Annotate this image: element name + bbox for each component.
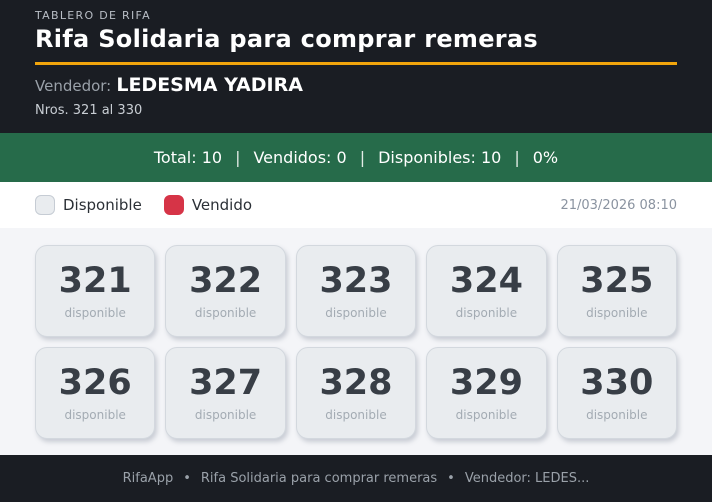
ticket-number: 325 [580,260,654,301]
ticket-card[interactable]: 330 disponible [556,347,677,439]
ticket-status: disponible [194,408,257,423]
ticket-card[interactable]: 321 disponible [35,245,156,337]
ticket-number: 328 [319,362,393,403]
ticket-card[interactable]: 324 disponible [426,245,547,337]
ticket-grid: 321 disponible 322 disponible 323 disponible 3… [35,245,677,439]
legend-sold-label: Vendido [191,196,253,214]
ticket-card[interactable]: 322 disponible [165,245,286,337]
accent-divider [35,62,677,65]
ticket-status: disponible [586,408,648,423]
footer-raffle-name: Rifa Solidaria para comprar remeras [200,471,438,486]
ticket-status: disponible [194,306,257,321]
ticket-card[interactable]: 326 disponible [35,347,156,439]
footer-separator: • [183,471,191,486]
stats-separator: | [359,148,366,167]
ticket-status: disponible [325,306,387,321]
ticket-card[interactable]: 329 disponible [426,347,547,439]
stats-separator: | [235,148,241,167]
footer-vendor: Vendedor: LEDES... [464,471,590,486]
stats-separator: | [514,148,520,167]
ticket-status: disponible [455,408,518,423]
ticket-number: 330 [580,362,654,403]
footer-separator: • [447,471,455,486]
ticket-card[interactable]: 328 disponible [295,347,417,439]
ticket-range: Nros. 321 al 330 [35,103,143,118]
ticket-status: disponible [64,306,126,321]
vendor-line: Vendedor: LEDESMA YADIRA [35,74,677,97]
stat-available: Disponibles: 10 [378,148,502,167]
stats-bar: Total: 10 | Vendidos: 0 | Disponibles: 1… [0,133,712,182]
vendor-label: Vendedor: [35,77,112,95]
legend-available-label: Disponible [63,196,142,214]
ticket-card[interactable]: 323 disponible [295,245,417,337]
timestamp: 21/03/2026 08:10 [560,197,677,213]
stat-percent: 0% [532,148,559,167]
stat-total: Total: 10 [153,148,223,167]
legend-item-sold: Vendido [163,195,253,215]
footer-app-name: RifaApp [122,471,174,486]
ticket-card[interactable]: 327 disponible [165,347,286,439]
ticket-number: 326 [58,362,132,403]
stat-sold: Vendidos: 0 [253,148,347,167]
ticket-number: 329 [449,362,523,403]
vendor-name: LEDESMA YADIRA [116,74,303,96]
ticket-status: disponible [455,306,518,321]
page-header: TABLERO DE RIFA Rifa Solidaria para comp… [0,0,712,133]
page-footer: RifaApp • Rifa Solidaria para comprar re… [0,455,712,502]
ticket-number: 322 [189,260,263,301]
ticket-number: 327 [189,362,263,403]
available-swatch-icon [35,195,55,215]
ticket-card[interactable]: 325 disponible [556,245,677,337]
legend-item-available: Disponible [35,195,142,215]
legend-row: Disponible Vendido 21/03/2026 08:10 [0,182,712,228]
ticket-number: 321 [58,260,132,301]
sold-swatch-icon [163,195,184,215]
ticket-status: disponible [325,408,387,423]
page-title: Rifa Solidaria para comprar remeras [35,25,539,53]
ticket-status: disponible [586,306,648,321]
ticket-status: disponible [64,408,126,423]
ticket-board: 321 disponible 322 disponible 323 disponible 3… [0,228,712,455]
ticket-number: 323 [319,260,393,301]
app-kicker: TABLERO DE RIFA [35,9,151,22]
ticket-number: 324 [449,260,523,301]
